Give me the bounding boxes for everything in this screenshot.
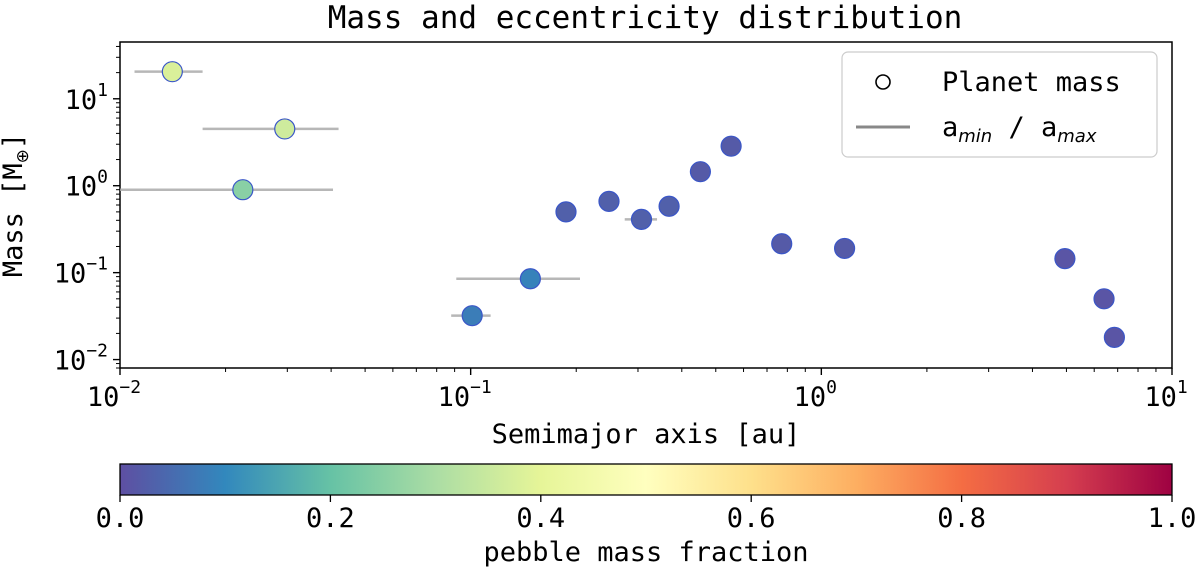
data-points [161, 61, 1125, 348]
chart-title: Mass and eccentricity distribution [328, 0, 963, 36]
y-tick-label: 10−1 [54, 254, 108, 290]
y-tick-base: 10 [65, 85, 98, 116]
legend-a2: a [1041, 112, 1057, 143]
planet-point [461, 305, 483, 327]
legend-label-amin-amax: amin / amax [942, 112, 1097, 147]
y-axis-label-end: ] [0, 133, 29, 149]
x-tick-base: 10 [438, 382, 471, 413]
x-tick-exponent: 0 [826, 377, 837, 398]
legend-label-planet-mass: Planet mass [942, 67, 1121, 98]
planet-point [598, 190, 620, 213]
colorbar-tick-label: 1.0 [1148, 503, 1197, 534]
planet-point [1093, 288, 1115, 310]
colorbar [119, 463, 1173, 496]
x-tick-base: 10 [1144, 382, 1177, 413]
colorbar-tick-label: 0.2 [306, 503, 355, 534]
x-tick-exponent: −1 [470, 377, 492, 398]
planet-point [833, 237, 856, 260]
colorbar-label: pebble mass fraction [483, 537, 808, 568]
planet-point [555, 201, 577, 223]
x-tick-label: 100 [794, 377, 837, 413]
y-tick-label: 101 [65, 80, 108, 116]
colorbar-tick-label: 0.8 [937, 503, 986, 534]
y-tick-base: 10 [65, 172, 98, 203]
y-tick-exponent: 0 [97, 167, 108, 188]
legend-slash: / [992, 112, 1041, 143]
legend-a1: a [942, 112, 958, 143]
planet-point [1054, 248, 1076, 270]
x-tick-label: 101 [1144, 377, 1187, 413]
y-tick-base: 10 [54, 346, 87, 377]
x-tick-label: 10−2 [87, 377, 141, 413]
x-tick-label: 10−1 [438, 377, 492, 413]
legend-sub-max: max [1057, 126, 1097, 147]
colorbar-tick-label: 0.0 [96, 503, 145, 534]
y-axis-label-symbol: ⊕ [13, 149, 33, 163]
legend-box [841, 51, 1158, 158]
legend-marker-circle [875, 74, 891, 90]
legend: Planet mass amin / amax [841, 51, 1158, 158]
planet-point [232, 179, 254, 201]
colorbar-tick-label: 0.6 [727, 503, 776, 534]
y-tick-exponent: 1 [97, 80, 108, 101]
planet-point [1103, 326, 1125, 348]
legend-sub-min: min [958, 126, 992, 147]
x-axis-label: Semimajor axis [au] [492, 419, 801, 450]
x-tick-base: 10 [794, 382, 827, 413]
x-tick-base: 10 [87, 382, 120, 413]
x-tick-exponent: 1 [1177, 377, 1188, 398]
planet-point [630, 208, 653, 230]
planet-point [161, 61, 183, 83]
y-axis-label: Mass [M⊕] [0, 133, 33, 277]
planet-point [519, 268, 541, 290]
colorbar-ticks: 0.0 0.2 0.4 0.6 0.8 1.0 [96, 495, 1197, 534]
y-tick-label: 10−2 [54, 341, 108, 377]
y-axis-label-main: Mass [M [0, 163, 29, 277]
planet-point [771, 233, 793, 255]
planet-point [274, 118, 296, 140]
y-tick-base: 10 [54, 259, 87, 290]
y-tick-label: 100 [65, 167, 108, 203]
y-tick-exponent: −2 [86, 341, 108, 362]
planet-point [658, 195, 680, 217]
planet-point [720, 135, 742, 157]
x-tick-exponent: −2 [119, 377, 141, 398]
colorbar-tick-label: 0.4 [516, 503, 565, 534]
planet-point [689, 161, 712, 183]
y-tick-exponent: −1 [86, 254, 108, 275]
